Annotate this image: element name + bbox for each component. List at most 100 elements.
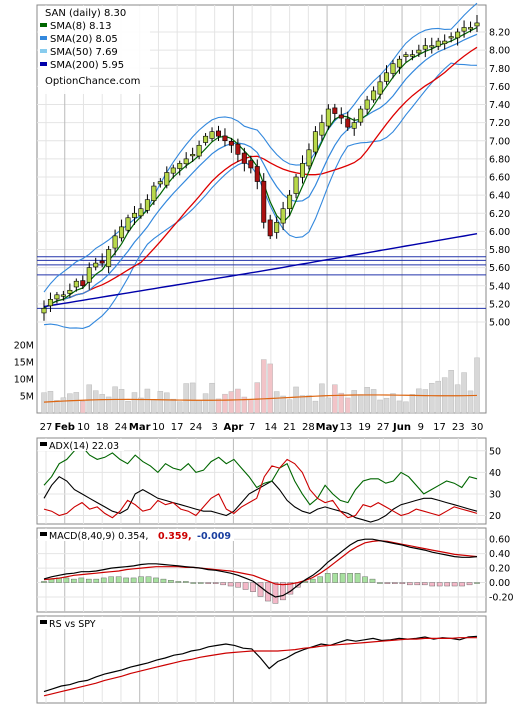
volume-tick-label: 15M [14, 357, 34, 368]
candle-body [429, 45, 435, 48]
candle-body [131, 212, 137, 218]
price-tick-label: 7.40 [489, 100, 510, 111]
adx-tick-label: 50 [489, 446, 501, 457]
moving-averages [43, 26, 478, 309]
macd-histogram-bar [227, 582, 234, 587]
price-tick-label: 7.20 [489, 118, 510, 129]
candle-body [377, 81, 383, 95]
candle-body [409, 54, 415, 57]
volume-bar [370, 389, 377, 414]
volume-tick-label: 20M [14, 340, 34, 351]
adx-tick-label: 40 [489, 468, 501, 479]
macd-histogram-bar [265, 582, 271, 602]
volume-bar [118, 389, 125, 414]
volume-bar [312, 400, 319, 414]
candle-body [396, 58, 402, 68]
candle-body [54, 294, 60, 300]
x-tick-label: 7 [249, 422, 255, 433]
volume-bar [41, 392, 47, 414]
price-tick-label: 7.00 [489, 136, 510, 147]
volume-bar [209, 382, 215, 414]
x-tick-label: 17 [433, 422, 446, 433]
volume-bar [332, 384, 338, 414]
macd-histogram-bar [429, 582, 436, 587]
legend-sma50: SMA(50) 7.69 [50, 47, 118, 58]
macd-histogram-bar [145, 576, 152, 583]
volume-bar [429, 382, 435, 414]
macd-histogram-bar [407, 582, 413, 586]
candle-body [170, 167, 176, 174]
price-tick-label: 5.60 [489, 263, 510, 274]
x-tick-label: 23 [452, 422, 465, 433]
volume-bar [357, 394, 364, 414]
candle-body [254, 166, 260, 182]
candle-body [474, 22, 480, 27]
macd-tick-label: 0.60 [489, 535, 510, 546]
macd-histogram-bar [309, 578, 316, 583]
bollinger-bands [43, 2, 478, 329]
x-tick-label: 18 [96, 422, 109, 433]
candle-body [119, 226, 125, 239]
legend-swatch-sma50 [40, 49, 47, 53]
candle-body [157, 181, 163, 185]
candle-body [280, 208, 286, 224]
macd-panel-frame [36, 527, 487, 613]
candle-body [112, 235, 118, 249]
volume-bar [157, 391, 164, 414]
legend-swatch-sma200 [40, 62, 47, 66]
macd-histogram-bar [242, 582, 249, 590]
candle-body [274, 222, 280, 233]
candle-body [67, 289, 73, 294]
candles [41, 14, 480, 321]
candle-body [319, 122, 325, 136]
volume-bar [448, 370, 454, 414]
volume-bar [183, 383, 189, 414]
macd-histogram-bar [138, 576, 144, 583]
price-tick-label: 5.20 [489, 299, 510, 310]
volume-bar [241, 396, 248, 414]
macd-histogram-bar [190, 582, 197, 584]
rs-lines [43, 635, 478, 697]
x-tick-label: 19 [358, 422, 371, 433]
candle-body [235, 143, 241, 155]
volume-average-line [43, 394, 478, 403]
bollinger-lower [43, 62, 478, 329]
adx-series-line [43, 458, 478, 519]
candle-body [455, 31, 461, 39]
candle-body [390, 63, 396, 74]
macd-label: MACD(8,40,9) 0.354, [49, 531, 148, 542]
macd-tick-label: 0.00 [489, 578, 510, 589]
candle-body [468, 27, 474, 30]
macd-histogram-bar [123, 577, 129, 583]
candle-body [144, 199, 150, 211]
volume-bar [254, 382, 261, 414]
price-tick-label: 5.80 [489, 245, 510, 256]
volume-bar [54, 400, 60, 414]
candle-body [416, 49, 422, 54]
volume-bar [99, 394, 105, 414]
legend-sma20: SMA(20) 8.05 [50, 34, 118, 45]
macd-histogram-bar [414, 582, 421, 586]
rs-series-line [43, 637, 477, 697]
x-tick-labels: 27 Feb 10 18 24 Mar 10 17 24 3 Apr 7 14 21 28 May 13 19 27… [40, 422, 484, 433]
candle-body [164, 172, 170, 186]
candle-body [442, 40, 448, 45]
volume-bar [138, 397, 144, 414]
macd-histogram-bar [347, 573, 353, 583]
volume-bar [144, 388, 151, 414]
macd-histogram-bar [399, 582, 406, 584]
volume-bar [280, 395, 286, 414]
price-tick-label: 6.20 [489, 209, 510, 220]
rs-label-bg [38, 617, 104, 629]
x-tick-label: Apr [223, 422, 243, 433]
volume-bar [105, 396, 112, 414]
candle-body [106, 249, 112, 267]
macd-signal-line [43, 540, 478, 586]
volume-bar [422, 389, 429, 414]
adx-tick-label: 30 [489, 489, 501, 500]
macd-histogram-bar [71, 578, 77, 583]
x-tick-label: 24 [115, 422, 128, 433]
volume-bar [325, 397, 332, 414]
price-title: SAN (daily) 8.30 [45, 8, 126, 19]
macd-plot [41, 538, 480, 604]
